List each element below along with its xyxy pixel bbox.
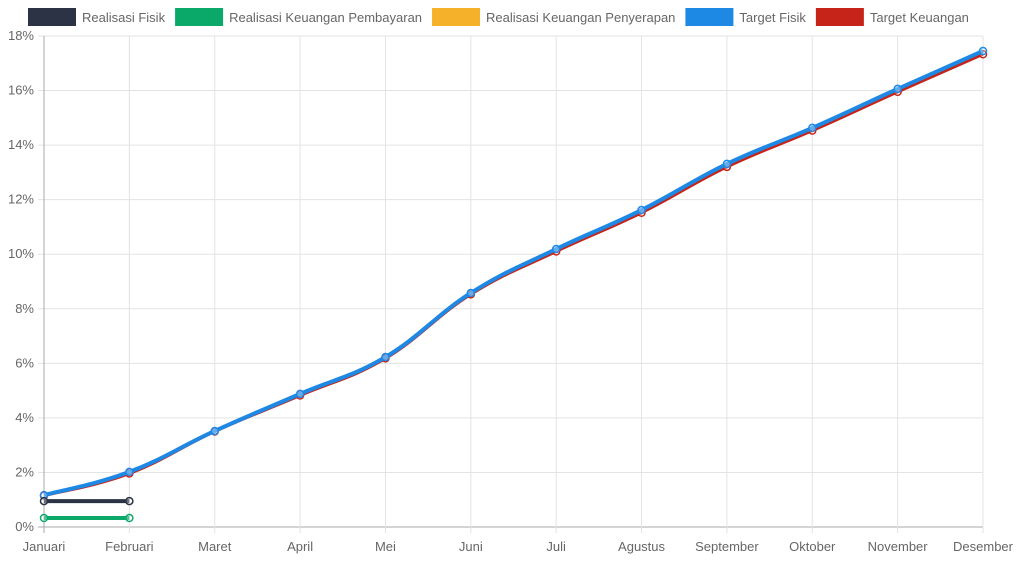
y-tick-label: 0% [15,519,34,534]
x-tick-label: Mei [375,539,396,554]
x-tick-label: Juni [459,539,483,554]
data-point [551,244,561,254]
data-point [722,159,732,169]
data-point [637,205,646,215]
data-point [39,490,49,500]
y-tick-label: 8% [15,301,34,316]
series-line [43,49,984,498]
legend: Realisasi Fisik Realisasi Keuangan Pembay… [28,8,969,26]
y-tick-label: 16% [8,83,34,98]
x-tick-label: Maret [198,539,232,554]
legend-item-realisasi-keuangan-pembayaran[interactable]: Realisasi Keuangan Pembayaran [175,8,422,26]
x-tick-label: April [287,539,313,554]
legend-swatch [175,8,224,26]
x-tick-label: September [695,539,759,554]
series-realisasi-keuangan-pembayaran [39,513,134,523]
y-tick-label: 6% [15,355,34,370]
data-point [125,513,134,523]
y-tick-label: 10% [8,246,34,261]
y-tick-label: 18% [8,28,34,43]
data-point [978,46,988,56]
data-point [808,123,817,133]
legend-label: Target Keuangan [870,10,969,25]
data-point [893,84,902,94]
legend-label: Target Fisik [739,10,806,25]
data-point [466,288,476,298]
legend-item-realisasi-fisik[interactable]: Realisasi Fisik [28,8,166,26]
x-tick-label: Februari [105,539,154,554]
legend-swatch [432,8,481,26]
series-realisasi-fisik [39,496,134,506]
data-point [210,426,219,436]
legend-label: Realisasi Fisik [82,10,166,25]
series-line [43,52,984,498]
legend-swatch [28,8,76,26]
x-tick-label: Desember [953,539,1014,554]
x-tick-label: Oktober [789,539,836,554]
data-point [39,513,49,523]
legend-swatch [685,8,734,26]
x-tick-label: Januari [23,539,66,554]
legend-item-target-keuangan[interactable]: Target Keuangan [815,8,969,26]
legend-item-realisasi-keuangan-penyerapan[interactable]: Realisasi Keuangan Penyerapan [432,8,675,26]
y-tick-label: 2% [15,464,34,479]
data-point [295,389,305,399]
x-tick-label: Agustus [618,539,665,554]
legend-label: Realisasi Keuangan Pembayaran [229,10,422,25]
y-tick-label: 14% [8,137,34,152]
legend-label: Realisasi Keuangan Penyerapan [486,10,675,25]
legend-swatch [815,8,864,26]
x-tick-label: November [868,539,929,554]
data-point [39,496,49,506]
data-point [381,352,390,362]
series-target-fisik [39,46,988,500]
data-point [125,496,134,506]
y-tick-label: 4% [15,410,34,425]
data-point [125,467,134,477]
series-target-keuangan [39,50,988,500]
x-tick-label: Juli [546,539,566,554]
legend-item-target-fisik[interactable]: Target Fisik [685,8,806,26]
y-tick-label: 12% [8,192,34,207]
